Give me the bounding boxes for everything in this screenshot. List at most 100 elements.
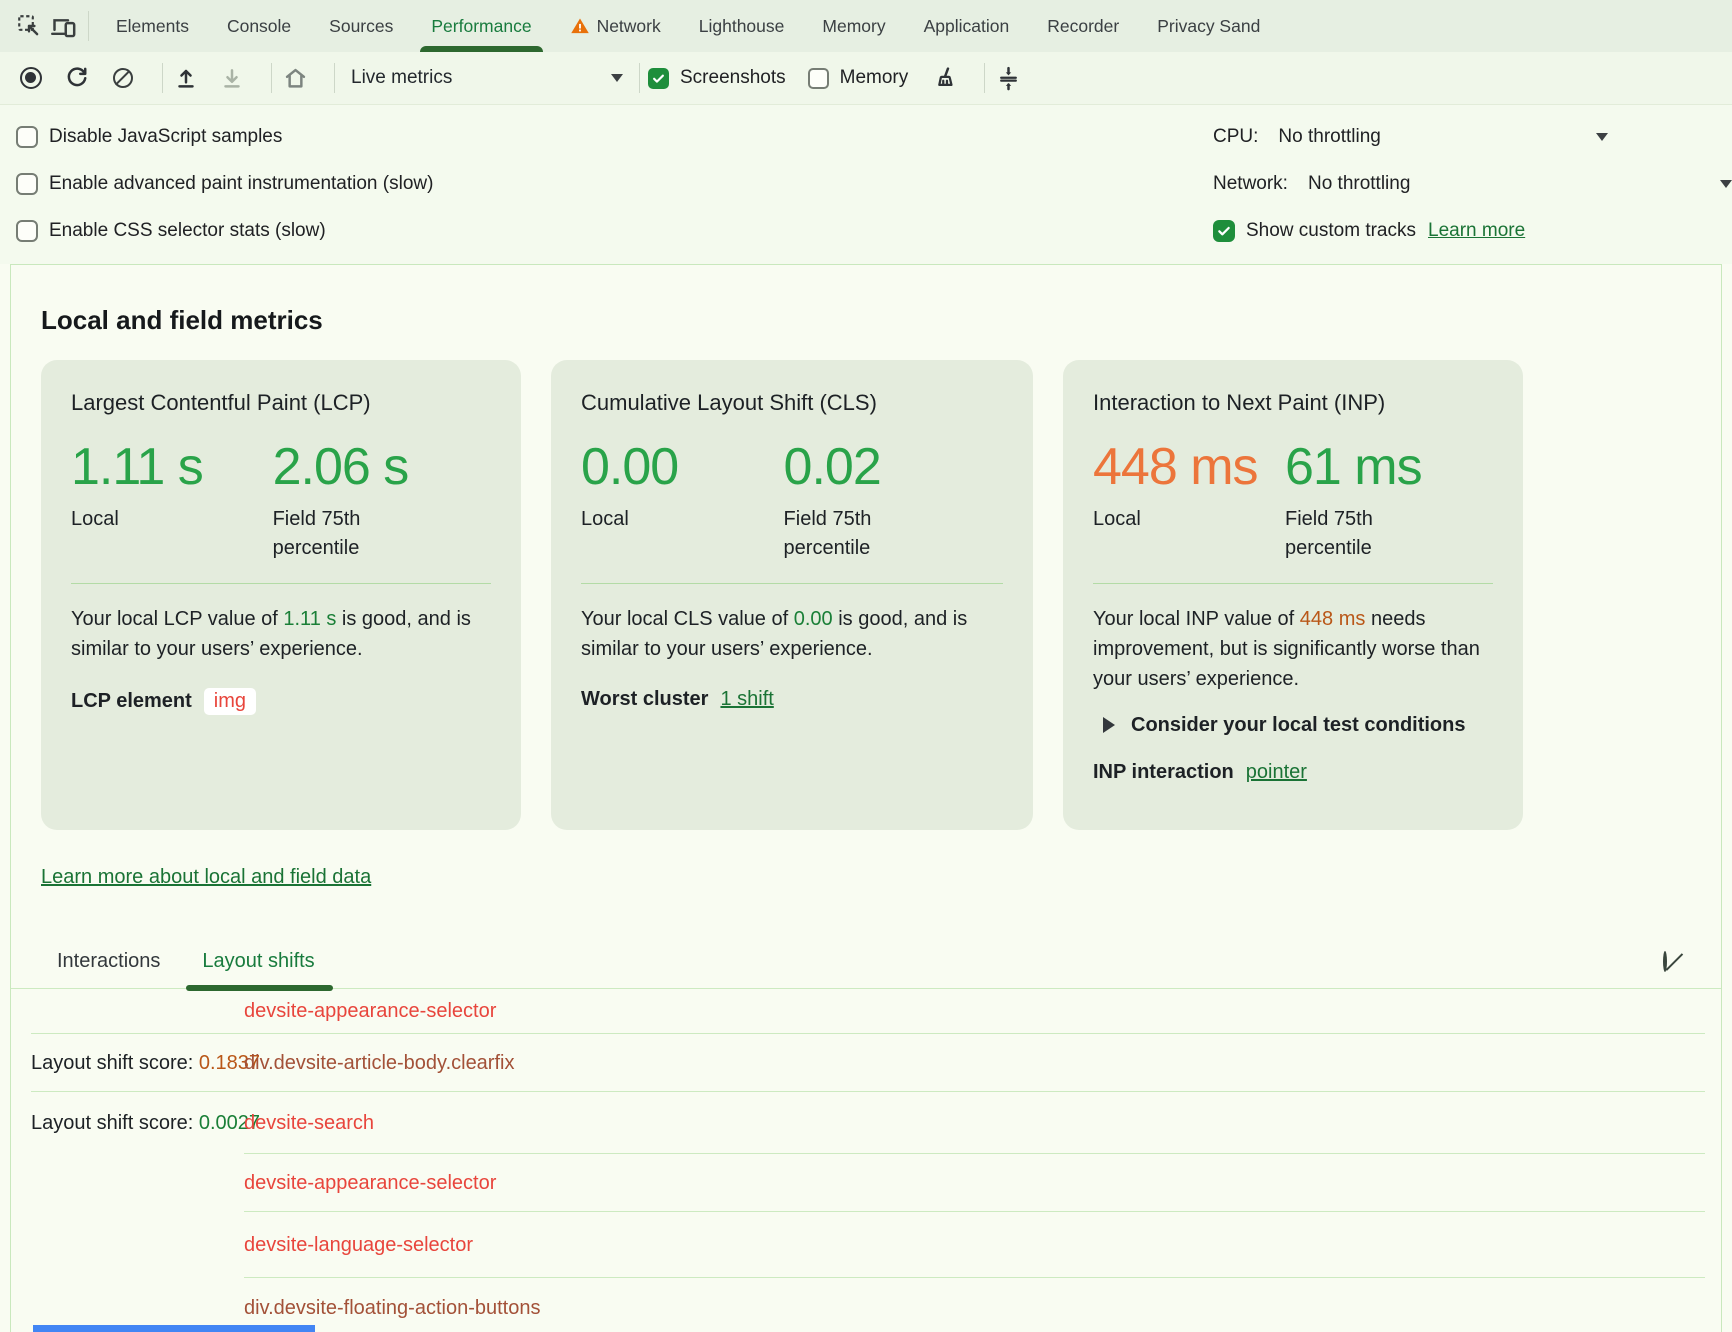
table-row: devsite-appearance-selector [11, 989, 1721, 1034]
shift-element-link[interactable]: div.devsite-floating-action-buttons [244, 1296, 541, 1319]
view-mode-value: Live metrics [351, 67, 453, 88]
warning-icon [570, 16, 590, 36]
gc-button[interactable] [930, 63, 960, 93]
cpu-label: CPU: [1213, 125, 1259, 147]
local-test-conditions-expander[interactable]: Consider your local test conditions [1093, 714, 1493, 737]
tab-elements[interactable]: Elements [116, 15, 189, 36]
lcp-card: Largest Contentful Paint (LCP) 1.11 s Lo… [41, 360, 521, 830]
memory-checkbox[interactable] [807, 67, 829, 89]
download-profile-button[interactable] [217, 63, 247, 93]
worst-cluster-label: Worst cluster [581, 687, 709, 710]
tab-privacy-sandbox[interactable]: Privacy Sand [1157, 15, 1261, 36]
lcp-local-label: Local [71, 507, 119, 530]
view-mode-select[interactable]: Live metrics [351, 67, 623, 89]
layout-shifts-table: devsite-appearance-selector Layout shift… [11, 989, 1721, 1332]
cls-description: Your local CLS value of 0.00 is good, an… [581, 607, 968, 660]
tab-lighthouse[interactable]: Lighthouse [698, 15, 785, 36]
clear-button[interactable] [108, 63, 138, 93]
tab-network-label: Network [596, 15, 661, 36]
reload-icon [64, 65, 90, 91]
lcp-element-label: LCP element [71, 689, 192, 712]
home-button[interactable] [280, 63, 310, 93]
screenshots-checkbox[interactable] [648, 67, 669, 89]
table-row: devsite-language-selector [11, 1212, 1721, 1278]
memory-label: Memory [839, 67, 909, 88]
divider [1093, 582, 1493, 584]
css-selector-stats-label: Enable CSS selector stats (slow) [49, 219, 326, 241]
upload-profile-button[interactable] [171, 63, 201, 93]
inp-local-label: Local [1093, 507, 1141, 530]
devtools-tabbar: Elements Console Sources Performance Net… [0, 0, 1732, 52]
tab-memory[interactable]: Memory [822, 15, 886, 36]
network-label: Network: [1213, 172, 1288, 194]
download-icon [219, 65, 245, 91]
lcp-element-link[interactable]: img [203, 687, 257, 715]
table-row: Layout shift score: 0.0027 devsite-searc… [11, 1092, 1721, 1154]
learn-more-local-field-link[interactable]: Learn more about local and field data [41, 866, 372, 888]
performance-toolbar: Live metrics Screenshots Memory [0, 52, 1732, 105]
inp-description: Your local INP value of 448 ms needs imp… [1093, 607, 1480, 690]
cls-card: Cumulative Layout Shift (CLS) 0.00 Local… [551, 360, 1033, 830]
tab-layout-shifts[interactable]: Layout shifts [186, 935, 334, 991]
metric-cards: Largest Contentful Paint (LCP) 1.11 s Lo… [41, 360, 1691, 830]
cpu-value: No throttling [1278, 125, 1381, 147]
cls-field-label: Field 75th percentile [783, 507, 872, 559]
shift-element-link[interactable]: devsite-appearance-selector [244, 1000, 497, 1022]
cls-field-value: 0.02 [783, 438, 882, 496]
cls-card-title: Cumulative Layout Shift (CLS) [581, 390, 877, 415]
divider [88, 11, 89, 41]
disable-js-samples-checkbox[interactable] [16, 125, 38, 148]
worst-cluster-link[interactable]: 1 shift [720, 687, 774, 710]
table-row: Layout shift score: 0.1837 div.devsite-a… [11, 1034, 1721, 1092]
disable-js-samples-label: Disable JavaScript samples [49, 125, 283, 147]
learn-more-link[interactable]: Learn more [1428, 219, 1526, 241]
css-selector-stats-checkbox[interactable] [16, 219, 38, 242]
clear-icon [1663, 950, 1667, 972]
tab-interactions[interactable]: Interactions [57, 950, 161, 972]
collapse-icon [995, 65, 1022, 92]
tab-console[interactable]: Console [226, 15, 292, 36]
inspect-element-button[interactable] [12, 0, 46, 52]
tab-network[interactable]: Network [551, 0, 680, 52]
inp-interaction-link[interactable]: pointer [1245, 760, 1307, 783]
inspect-icon [16, 13, 42, 39]
tab-application[interactable]: Application [923, 15, 1010, 36]
clear-log-button[interactable] [1663, 950, 1667, 972]
page-title: Local and field metrics [41, 305, 323, 335]
divider [271, 63, 272, 93]
divider [984, 63, 986, 93]
shift-score: Layout shift score: 0.0027 [31, 1111, 261, 1134]
divider [334, 63, 335, 93]
inp-card: Interaction to Next Paint (INP) 448 ms L… [1063, 360, 1523, 830]
shift-element-link[interactable]: devsite-search [244, 1111, 375, 1134]
lcp-field-label: Field 75th percentile [272, 507, 361, 559]
divider [581, 582, 1003, 584]
tab-performance[interactable]: Performance [412, 0, 550, 52]
record-icon [20, 67, 42, 89]
cpu-throttle-select[interactable]: CPU: No throttling [1213, 113, 1728, 160]
broom-icon [932, 65, 959, 92]
shift-element-link[interactable]: devsite-language-selector [244, 1233, 474, 1256]
show-custom-tracks-label: Show custom tracks [1246, 219, 1416, 241]
table-row: div.devsite-floating-action-buttons [11, 1278, 1721, 1332]
tab-sources[interactable]: Sources [329, 15, 394, 36]
inp-interaction-label: INP interaction [1093, 760, 1234, 783]
tab-recorder[interactable]: Recorder [1047, 15, 1120, 36]
cls-local-value: 0.00 [581, 438, 679, 496]
shift-element-link[interactable]: div.devsite-article-body.clearfix [244, 1051, 515, 1074]
device-toolbar-button[interactable] [46, 0, 80, 52]
advanced-paint-checkbox[interactable] [16, 172, 38, 195]
device-toolbar-icon [50, 13, 77, 40]
live-metrics-view: Local and field metrics Largest Contentf… [10, 264, 1722, 1332]
show-custom-tracks-checkbox[interactable] [1213, 219, 1235, 242]
collapse-widgets-button[interactable] [993, 63, 1023, 93]
shift-element-link[interactable]: devsite-appearance-selector [244, 1171, 497, 1194]
lcp-card-title: Largest Contentful Paint (LCP) [71, 390, 371, 415]
network-value: No throttling [1307, 172, 1411, 194]
record-button[interactable] [16, 63, 46, 93]
network-throttle-select[interactable]: Network: No throttling [1213, 160, 1732, 207]
advanced-paint-label: Enable advanced paint instrumentation (s… [49, 172, 434, 194]
divider [162, 63, 163, 93]
record-and-reload-button[interactable] [62, 63, 92, 93]
lcp-field-value: 2.06 s [272, 438, 410, 496]
